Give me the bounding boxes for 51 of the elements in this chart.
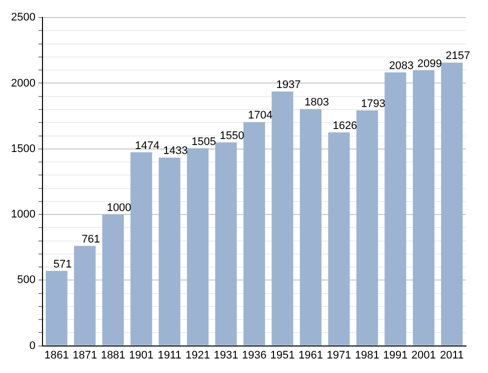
x-tick-label: 1901	[129, 349, 154, 362]
x-tick-label: 1881	[100, 349, 126, 362]
data-label: 571	[53, 258, 72, 270]
x-tick-label: 2011	[440, 349, 464, 362]
x-tick-label: 1921	[186, 349, 210, 362]
data-label: 761	[82, 233, 100, 246]
y-tick-label: 1000	[10, 208, 36, 221]
data-label: 2099	[417, 58, 442, 70]
x-tick-label: 1871	[72, 349, 98, 362]
bar	[74, 246, 96, 346]
x-tick-label: 1861	[44, 349, 69, 362]
bar	[215, 142, 237, 346]
y-tick-label: 2500	[10, 12, 36, 24]
y-tick-label: 1500	[10, 142, 36, 155]
data-label: 1793	[360, 98, 386, 110]
bar	[46, 270, 68, 346]
bar	[328, 132, 350, 346]
x-tick-label: 1911	[158, 349, 182, 362]
bar	[102, 214, 124, 346]
data-label: 1474	[135, 140, 160, 152]
data-label: 1433	[163, 145, 188, 158]
data-label: 1000	[106, 202, 132, 214]
data-label: 2083	[389, 60, 414, 72]
bar	[130, 152, 152, 346]
data-label: 1626	[332, 120, 358, 132]
y-tick-label: 0	[29, 340, 36, 352]
data-label: 1937	[276, 79, 301, 92]
y-tick-label: 500	[17, 274, 36, 286]
bar	[186, 148, 209, 346]
bar	[158, 158, 180, 346]
x-tick-label: 2001	[411, 349, 436, 362]
bar	[384, 72, 406, 346]
bar	[300, 109, 322, 346]
data-label: 2157	[446, 50, 470, 62]
data-label: 1803	[304, 96, 329, 109]
data-label: 1505	[192, 136, 216, 148]
y-tick-label: 2000	[10, 77, 36, 90]
bar	[441, 62, 463, 346]
x-tick-label: 1991	[383, 349, 408, 362]
data-label: 1704	[248, 110, 272, 122]
x-tick-label: 1971	[326, 349, 352, 362]
bar	[272, 92, 294, 346]
data-label: 1550	[220, 130, 244, 142]
x-tick-label: 1961	[298, 349, 323, 362]
bar	[356, 110, 378, 346]
bar	[243, 122, 266, 346]
bar	[412, 70, 434, 346]
x-tick-label: 1981	[354, 349, 380, 362]
x-tick-label: 1951	[270, 349, 295, 362]
x-tick-label: 1931	[214, 349, 238, 362]
x-tick-label: 1936	[242, 349, 266, 362]
